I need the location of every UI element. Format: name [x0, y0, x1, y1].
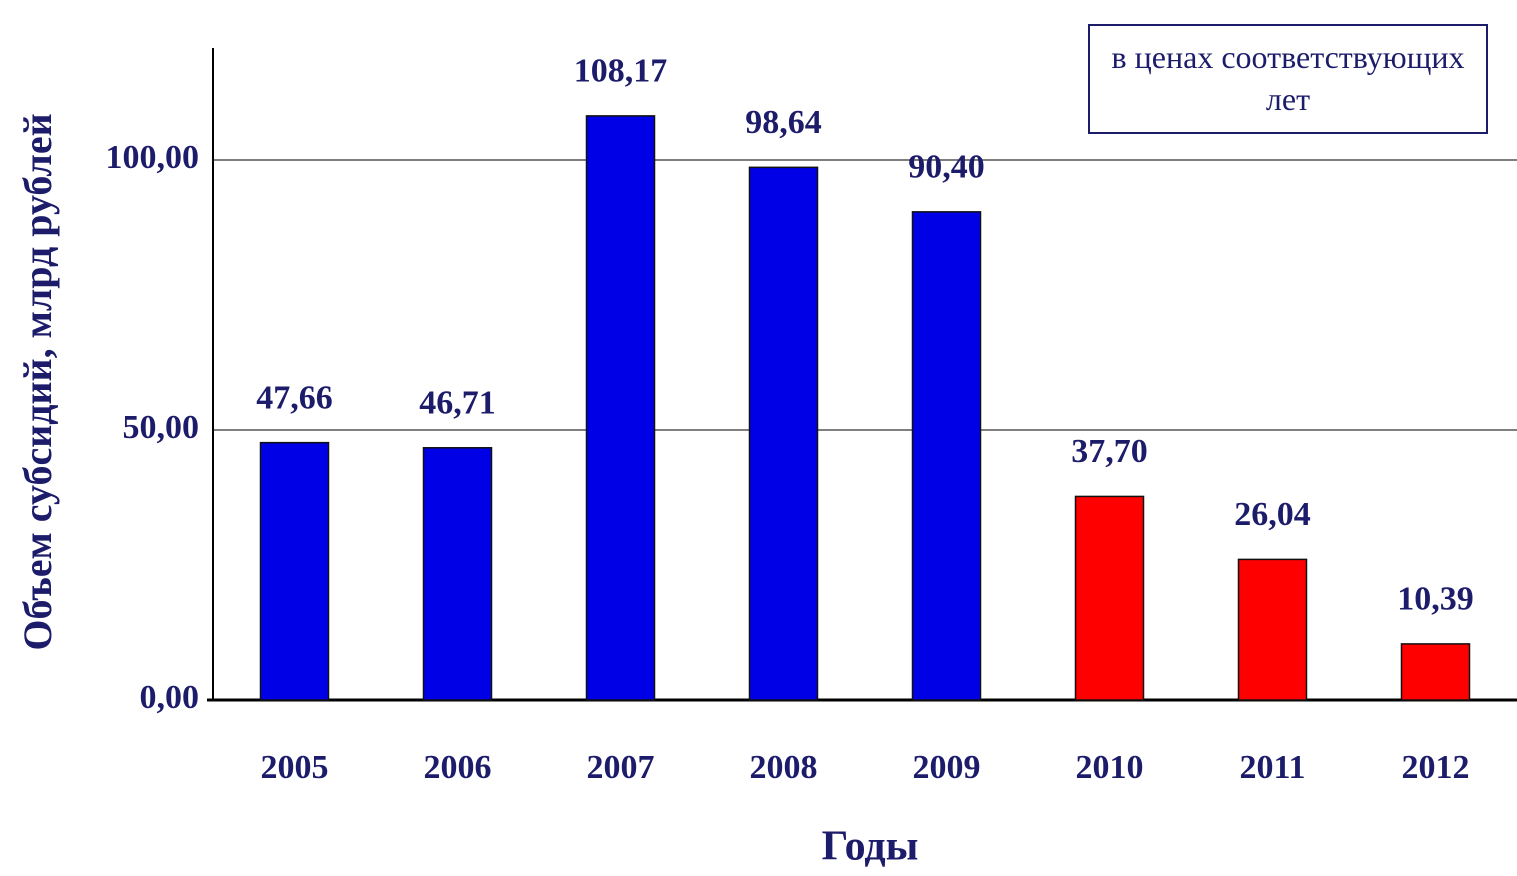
bar: [1237, 558, 1308, 701]
x-tick-label: 2011: [1239, 749, 1305, 786]
bar: [259, 441, 330, 701]
data-label: 98,64: [745, 104, 822, 141]
x-tick-label: 2012: [1402, 749, 1470, 786]
x-tick-label: 2008: [750, 749, 818, 786]
data-label: 26,04: [1234, 496, 1311, 533]
data-label: 46,71: [419, 385, 496, 422]
bar: [748, 166, 819, 701]
y-axis-label: Объем субсидий, млрд рублей: [15, 113, 60, 650]
bar: [1400, 643, 1471, 701]
x-tick-label: 2005: [261, 749, 329, 786]
y-tick-label: 100,00: [106, 139, 200, 176]
data-label: 90,40: [908, 149, 985, 186]
x-tick-label: 2010: [1076, 749, 1144, 786]
x-axis-label: Годы: [822, 824, 919, 870]
bar: [585, 115, 656, 701]
data-label: 37,70: [1071, 433, 1148, 470]
x-tick-label: 2009: [913, 749, 981, 786]
bar: [422, 447, 493, 701]
bar: [1074, 495, 1145, 701]
data-label: 47,66: [256, 379, 333, 416]
bar: [911, 211, 982, 701]
x-tick-label: 2007: [587, 749, 655, 786]
annotation-box: в ценах соответствующих лет: [1088, 24, 1488, 134]
y-tick-label: 0,00: [140, 679, 200, 716]
data-label: 10,39: [1397, 581, 1474, 618]
data-label: 108,17: [574, 53, 668, 90]
x-tick-label: 2006: [424, 749, 492, 786]
y-tick-label: 50,00: [123, 409, 200, 446]
